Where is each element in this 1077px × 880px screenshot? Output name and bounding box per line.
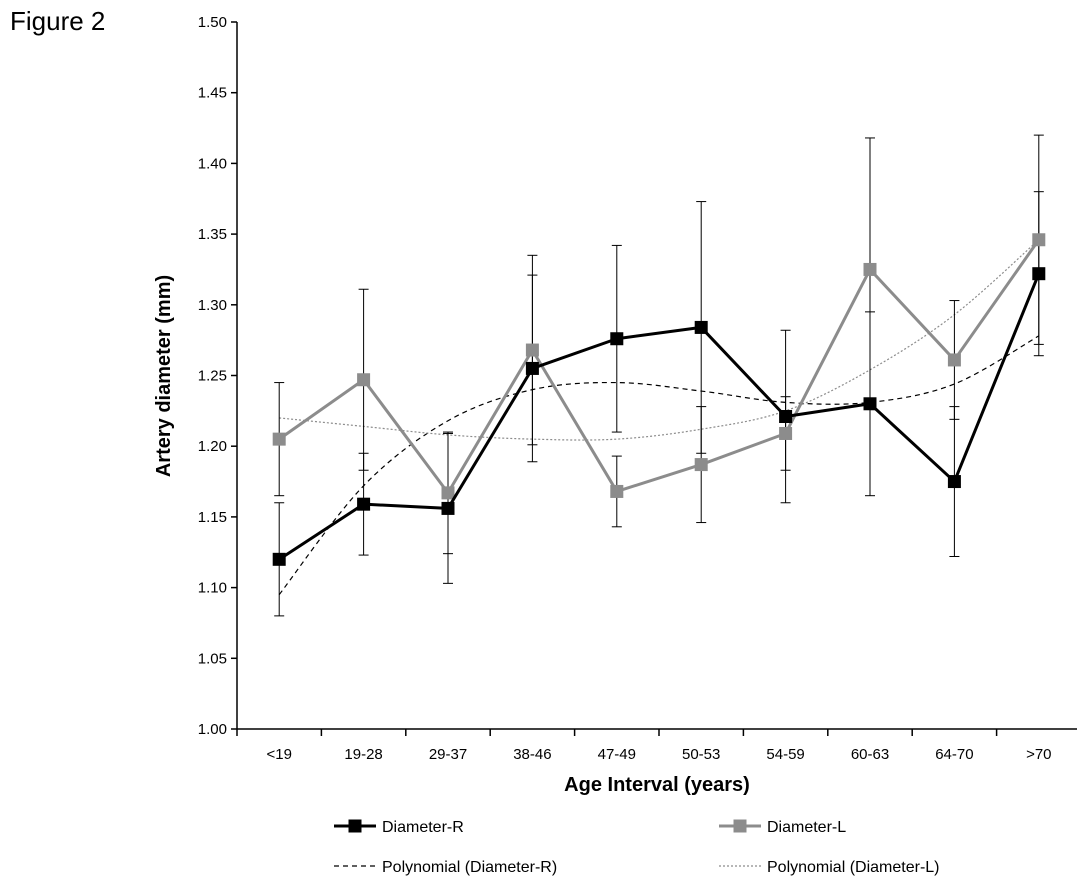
trendline-polynomial-diameter-r (278, 335, 1040, 596)
y-tick-label: 1.10 (198, 580, 227, 597)
legend-label: Diameter-L (767, 819, 846, 836)
data-point-diameter-r (863, 397, 877, 411)
data-point-diameter-r (272, 552, 286, 566)
legend-item: Polynomial (Diameter-L) (719, 859, 940, 876)
x-tick-label: 47-49 (598, 746, 636, 763)
series (272, 233, 1046, 566)
data-point-diameter-r (1032, 267, 1046, 281)
x-tick-label: 19-28 (344, 746, 382, 763)
y-tick-label: 1.20 (198, 438, 227, 455)
legend-label: Diameter-R (382, 819, 464, 836)
x-axis-title: Age Interval (years) (564, 774, 750, 796)
x-tick-label: 50-53 (682, 746, 720, 763)
y-tick-label: 1.05 (198, 650, 227, 667)
y-tick-label: 1.00 (198, 721, 227, 738)
data-point-diameter-r (610, 332, 624, 346)
data-point-diameter-r (357, 497, 371, 511)
data-point-diameter-l (441, 486, 455, 500)
y-tick-label: 1.15 (198, 509, 227, 526)
data-point-diameter-l (525, 343, 539, 357)
series-line-diameter-r (278, 273, 1041, 561)
data-point-diameter-l (779, 426, 793, 440)
x-tick-label: >70 (1026, 746, 1051, 763)
y-tick-label: 1.40 (198, 155, 227, 172)
x-tick-label: <19 (266, 746, 291, 763)
legend-item: Polynomial (Diameter-R) (334, 859, 557, 876)
legend-swatch-marker (733, 819, 747, 833)
data-point-diameter-r (694, 320, 708, 334)
data-point-diameter-r (947, 475, 961, 489)
error-bars (274, 134, 1044, 617)
series-line-diameter-l (278, 238, 1041, 495)
y-tick-label: 1.45 (198, 85, 227, 102)
data-point-diameter-l (610, 484, 624, 498)
x-tick-label: 60-63 (851, 746, 889, 763)
legend-item: Diameter-L (719, 819, 846, 836)
data-point-diameter-l (947, 353, 961, 367)
legend-label: Polynomial (Diameter-L) (767, 859, 940, 876)
legend: Diameter-R Diameter-L Polynomial (Diameter… (334, 819, 940, 876)
data-point-diameter-r (779, 410, 793, 424)
y-tick-label: 1.25 (198, 368, 227, 385)
x-tick-label: 64-70 (935, 746, 973, 763)
y-tick-label: 1.30 (198, 297, 227, 314)
data-point-diameter-r (441, 501, 455, 515)
x-tick-label: 54-59 (766, 746, 804, 763)
y-tick-label: 1.35 (198, 226, 227, 243)
x-tick-label: 29-37 (429, 746, 467, 763)
legend-label: Polynomial (Diameter-R) (382, 859, 557, 876)
axes: 1.00 1.05 1.10 1.15 1.20 1.25 1.30 1.35 1.40 1.45… (198, 14, 1077, 763)
figure-label: Figure 2 (10, 6, 106, 36)
x-tick-label: 38-46 (513, 746, 551, 763)
data-point-diameter-l (1032, 233, 1046, 247)
data-point-diameter-l (863, 262, 877, 276)
legend-swatch-marker (348, 819, 362, 833)
data-point-diameter-l (694, 458, 708, 472)
trendline-polynomial-diameter-l (279, 239, 1040, 441)
y-axis-title: Artery diameter (mm) (153, 275, 175, 477)
legend-item: Diameter-R (334, 819, 464, 836)
data-point-diameter-l (272, 432, 286, 446)
trendlines (278, 239, 1040, 596)
data-point-diameter-r (525, 361, 539, 375)
y-tick-label: 1.50 (198, 14, 227, 31)
data-point-diameter-l (357, 373, 371, 387)
